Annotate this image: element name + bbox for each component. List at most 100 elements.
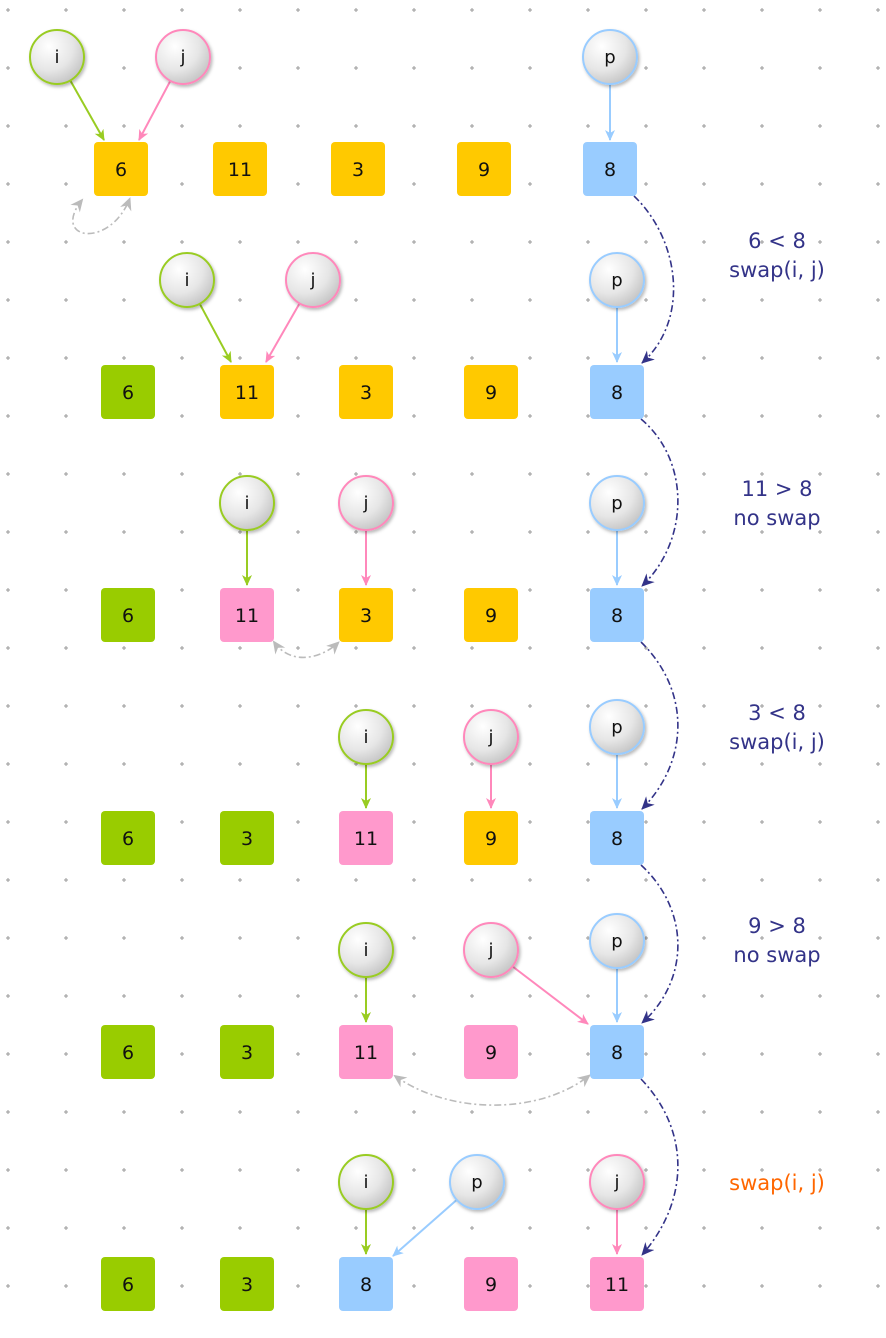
pointer-label: p bbox=[611, 493, 622, 514]
grid-dot bbox=[876, 356, 880, 360]
grid-dot bbox=[760, 704, 764, 708]
i-pointer-ball: i bbox=[338, 709, 394, 765]
grid-dot bbox=[180, 878, 184, 882]
box-value: 9 bbox=[485, 1042, 497, 1064]
grid-dot bbox=[412, 1168, 416, 1172]
grid-dot bbox=[702, 472, 706, 476]
grid-dot bbox=[296, 8, 300, 12]
box-value: 6 bbox=[122, 605, 134, 627]
grid-dot bbox=[644, 1284, 648, 1288]
grid-dot bbox=[702, 704, 706, 708]
grid-dot bbox=[180, 530, 184, 534]
step-note-3: 9 > 8 no swap bbox=[733, 914, 820, 967]
grid-dot bbox=[876, 8, 880, 12]
grid-dot bbox=[818, 414, 822, 418]
grid-dot bbox=[122, 994, 126, 998]
grid-dot bbox=[760, 1226, 764, 1230]
grid-dot bbox=[760, 240, 764, 244]
grid-dot bbox=[6, 1168, 10, 1172]
grid-dot bbox=[354, 530, 358, 534]
pointer-label: j bbox=[362, 493, 368, 514]
i-pointer-ball: i bbox=[338, 922, 394, 978]
grid-dot bbox=[528, 820, 532, 824]
grid-dot bbox=[818, 124, 822, 128]
grid-dot bbox=[702, 414, 706, 418]
grid-dot bbox=[528, 994, 532, 998]
box-value: 3 bbox=[241, 1042, 253, 1064]
grid-dot bbox=[818, 298, 822, 302]
grid-dot bbox=[586, 1110, 590, 1114]
grid-dot bbox=[644, 66, 648, 70]
grid-dot bbox=[412, 1110, 416, 1114]
grid-dot bbox=[64, 1168, 68, 1172]
grid-dot bbox=[470, 762, 474, 766]
grid-dot bbox=[412, 124, 416, 128]
box-value: 11 bbox=[354, 828, 378, 850]
grid-dot bbox=[64, 298, 68, 302]
grid-dot bbox=[876, 878, 880, 882]
grid-dot bbox=[64, 530, 68, 534]
grid-dot bbox=[528, 414, 532, 418]
box-value: 11 bbox=[354, 1042, 378, 1064]
pointer-label: j bbox=[309, 270, 315, 291]
grid-dot bbox=[702, 298, 706, 302]
grid-dot bbox=[122, 762, 126, 766]
grid-dot bbox=[412, 472, 416, 476]
grid-dot bbox=[644, 8, 648, 12]
array-box-0-0: 6 bbox=[94, 142, 148, 196]
grid-dot bbox=[122, 472, 126, 476]
grid-dot bbox=[818, 1168, 822, 1172]
grid-dot bbox=[760, 530, 764, 534]
swap-arc-arrow bbox=[272, 640, 340, 659]
grid-dot bbox=[528, 1226, 532, 1230]
grid-dot bbox=[876, 1052, 880, 1056]
grid-dot bbox=[412, 936, 416, 940]
grid-dot bbox=[586, 124, 590, 128]
grid-dot bbox=[818, 66, 822, 70]
grid-dot bbox=[354, 356, 358, 360]
grid-dot bbox=[412, 1226, 416, 1230]
grid-dot bbox=[760, 1052, 764, 1056]
grid-dot bbox=[586, 1168, 590, 1172]
array-box-3-2: 11 bbox=[339, 811, 393, 865]
grid-dot bbox=[470, 240, 474, 244]
grid-dot bbox=[818, 1284, 822, 1288]
swap-arcs-layer bbox=[70, 197, 591, 1106]
pivot-path-arrow bbox=[640, 641, 679, 810]
grid-dot bbox=[6, 124, 10, 128]
grid-dot bbox=[760, 646, 764, 650]
grid-dot bbox=[470, 472, 474, 476]
grid-dot bbox=[528, 530, 532, 534]
grid-dot bbox=[586, 994, 590, 998]
j-pointer-ball: j bbox=[463, 709, 519, 765]
grid-dot bbox=[528, 1168, 532, 1172]
grid-dot bbox=[238, 994, 242, 998]
grid-dot bbox=[296, 66, 300, 70]
grid-dot bbox=[296, 994, 300, 998]
note-line: swap(i, j) bbox=[729, 730, 825, 754]
grid-dot bbox=[122, 1110, 126, 1114]
grid-dot bbox=[760, 1168, 764, 1172]
array-box-0-2: 3 bbox=[331, 142, 385, 196]
grid-dot bbox=[64, 182, 68, 186]
grid-dot bbox=[296, 356, 300, 360]
grid-dot bbox=[760, 66, 764, 70]
grid-dot bbox=[122, 1226, 126, 1230]
step-notes-layer: 6 < 8 swap(i, j) 11 > 8 no swap 3 < 8 swap(i,… bbox=[729, 229, 825, 1195]
grid-dot bbox=[760, 994, 764, 998]
grid-dot bbox=[586, 472, 590, 476]
box-value: 9 bbox=[485, 382, 497, 404]
grid-dot bbox=[180, 1110, 184, 1114]
grid-dot bbox=[180, 414, 184, 418]
array-box-5-1: 3 bbox=[220, 1257, 274, 1311]
grid-dot bbox=[876, 646, 880, 650]
grid-dot bbox=[296, 240, 300, 244]
grid-dot bbox=[64, 646, 68, 650]
grid-dot bbox=[180, 588, 184, 592]
grid-dot bbox=[528, 66, 532, 70]
pivot-path-arrow bbox=[640, 1078, 679, 1256]
array-box-2-3: 9 bbox=[464, 588, 518, 642]
grid-dot bbox=[586, 8, 590, 12]
grid-dot bbox=[760, 414, 764, 418]
